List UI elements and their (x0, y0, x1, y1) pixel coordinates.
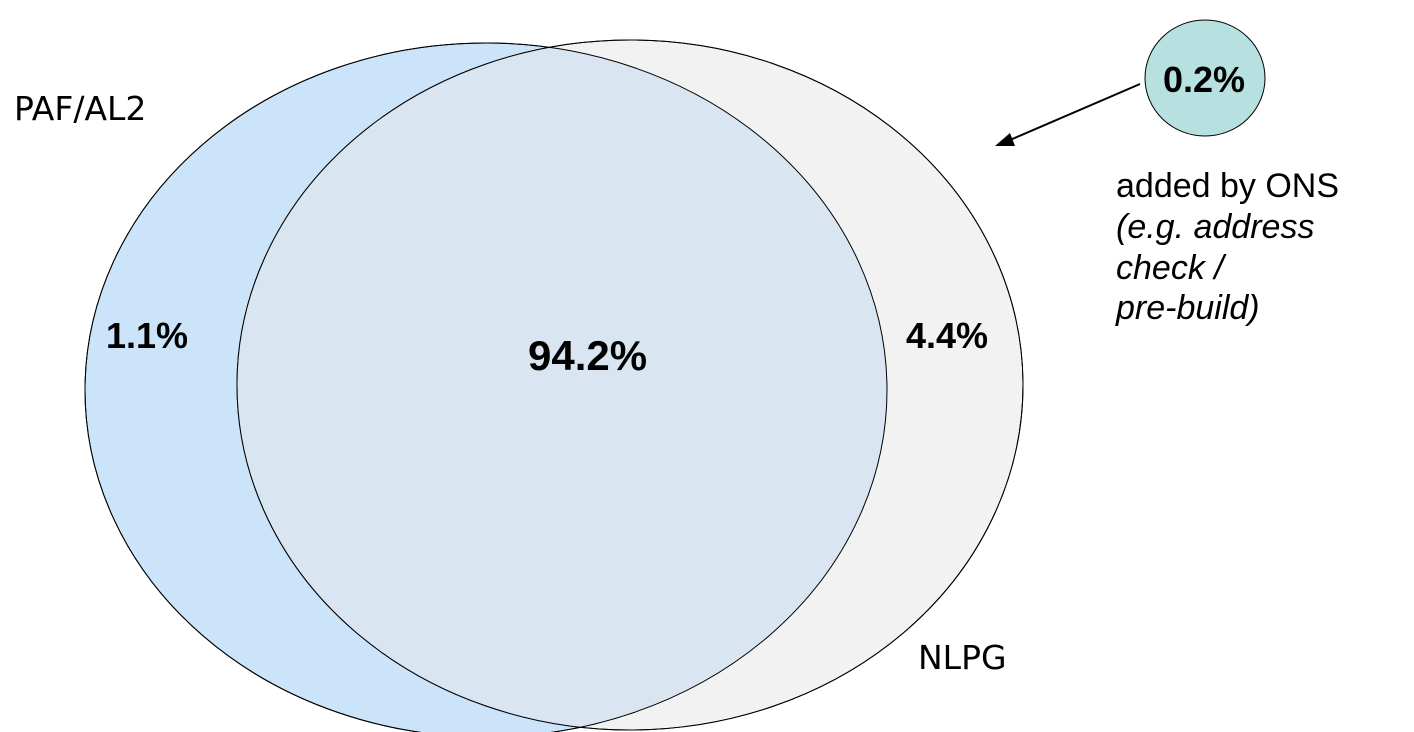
ons-example-line-2: check / (1116, 248, 1224, 287)
nlpg-only-value: 4.4% (906, 315, 989, 356)
ons-arrow (995, 83, 1141, 146)
arrow-head-icon (995, 133, 1015, 146)
ons-added-note: added by ONS (e.g. address check / pre-b… (1116, 166, 1339, 329)
ons-added-circle (1144, 19, 1266, 137)
ons-added-label: added by ONS (1116, 167, 1340, 205)
paf-only-value: 1.1% (106, 315, 189, 356)
nlpg-set-label: NLPG (918, 638, 1007, 677)
ons-added-value: 0.2% (1163, 59, 1246, 100)
overlap-value: 94.2% (528, 332, 648, 379)
paf-set-label: PAF/AL2 (14, 89, 147, 128)
ons-example-line-3: pre-build) (1116, 289, 1260, 328)
nlpg-set-outline (236, 39, 1024, 731)
paf-set-outline (84, 42, 888, 732)
ons-example-line-1: (e.g. address (1116, 207, 1315, 246)
